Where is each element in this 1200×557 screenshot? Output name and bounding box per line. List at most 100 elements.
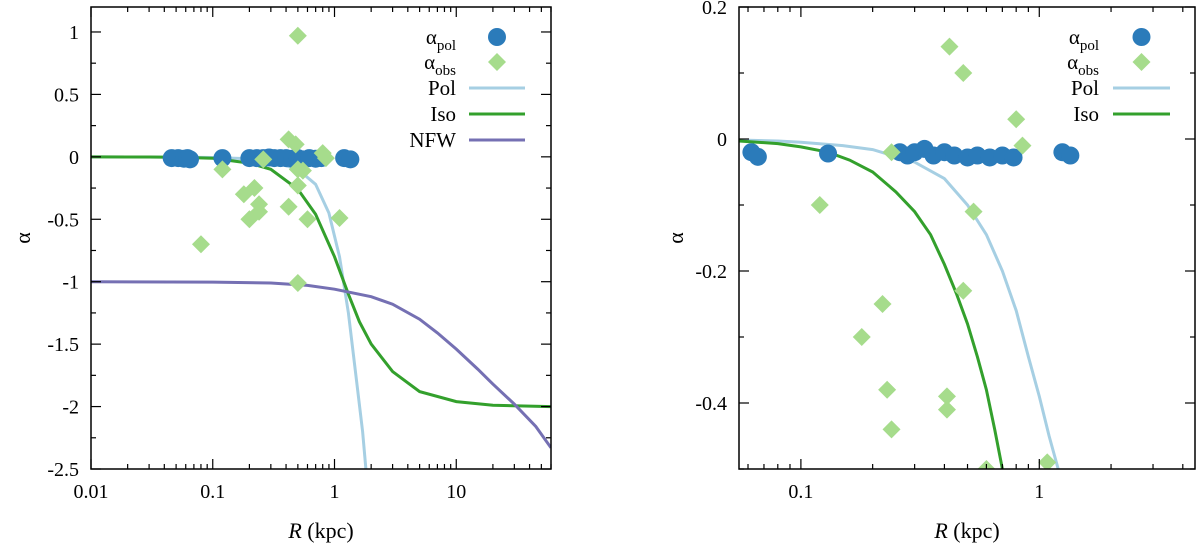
y-tick-label: 1 [69, 22, 79, 44]
legend-label-iso: Iso [1073, 102, 1099, 126]
legend-label-main: NFW [409, 128, 456, 152]
legend-label-main: α [424, 50, 435, 74]
data-point-obs [286, 135, 305, 154]
data-point-obs [1013, 136, 1032, 155]
data-point-pol [819, 144, 838, 163]
y-tick-label: -1.5 [47, 334, 79, 356]
data-point-obs [293, 161, 312, 180]
legend-label-sub: pol [437, 38, 456, 54]
legend-label-main: Iso [430, 102, 456, 126]
data-point-obs [213, 160, 232, 179]
left-panel: 0.01 0.1 1 10-2.5-2-1.5-1-0.500.51R (kpc)αα… [10, 6, 552, 543]
plot-frame [90, 6, 552, 470]
series-line-pol [91, 155, 368, 469]
plot-area [739, 37, 1080, 469]
legend-label-main: α [426, 25, 437, 49]
legend-label-obs: αobs [424, 50, 456, 79]
data-point-obs [940, 37, 959, 56]
x-axis-label-italic: R [287, 518, 302, 543]
legend-label-sub: obs [435, 63, 456, 79]
legend-label-pol: αpol [1069, 25, 1099, 54]
legend-label-main: α [1067, 50, 1078, 74]
y-tick-label: -1 [62, 272, 79, 294]
data-point-obs [1038, 453, 1057, 469]
data-point-pol [1004, 148, 1023, 167]
x-tick-label: 1 [1034, 481, 1044, 503]
x-axis-label: R (kpc) [933, 518, 999, 543]
legend-label-iso: Iso [430, 102, 456, 126]
y-tick-label: 0.5 [54, 84, 79, 106]
data-point-obs [191, 235, 210, 254]
legend-label-nfw: NFW [409, 128, 456, 152]
data-point-pol [945, 146, 964, 165]
x-axis-label-unit: (kpc) [948, 518, 1000, 543]
y-tick-label: -2.5 [47, 459, 79, 481]
data-point-obs [240, 210, 259, 229]
series-line-iso [91, 155, 551, 409]
legend-swatch-obs [488, 53, 506, 71]
y-tick-label: -0.2 [695, 261, 727, 283]
y-tick-label: 0 [69, 147, 79, 169]
series-line-nfw [91, 280, 551, 449]
legend-label-pol: Pol [428, 76, 456, 100]
data-point-obs [882, 420, 901, 439]
legend-swatch-pol [488, 28, 506, 46]
data-point-obs [954, 281, 973, 300]
data-point-obs [810, 196, 829, 214]
data-point-obs [954, 64, 973, 82]
data-point-obs [882, 143, 901, 162]
x-tick-label: 0.1 [200, 481, 225, 503]
y-tick-label: -0.5 [47, 209, 79, 231]
legend-label-sub: pol [1080, 38, 1099, 54]
series-line-iso [739, 139, 1004, 469]
legend-swatch-obs [1132, 53, 1151, 71]
legend-label-main: Pol [428, 76, 456, 100]
y-tick-label: 0 [717, 129, 727, 151]
legend-swatch-pol [1132, 28, 1151, 46]
legend-label-obs: αobs [1067, 50, 1099, 79]
data-point-obs [279, 197, 298, 216]
data-point-pol [341, 150, 360, 169]
data-point-obs [964, 202, 983, 221]
data-point-obs [234, 185, 253, 204]
data-point-obs [1007, 110, 1026, 129]
x-tick-label: 0.01 [74, 481, 109, 503]
legend-label-main: Iso [1073, 102, 1099, 126]
x-tick-label: 1 [330, 481, 340, 503]
data-point-obs [316, 149, 335, 168]
data-point-obs [937, 387, 956, 406]
data-point-obs [288, 176, 307, 195]
data-point-pol [748, 147, 767, 166]
data-point-obs [330, 209, 349, 228]
data-point-obs [873, 295, 892, 313]
data-point-pol [213, 149, 232, 168]
series-line-pol [739, 138, 1060, 469]
data-point-obs [937, 400, 956, 419]
x-tick-label: 0.1 [788, 481, 813, 503]
data-point-obs [288, 273, 307, 292]
data-point-obs [254, 150, 273, 169]
x-axis-label-unit: (kpc) [302, 518, 354, 543]
data-point-obs [288, 26, 307, 45]
x-tick-label: 10 [446, 481, 466, 503]
y-tick-label: -0.4 [695, 393, 727, 415]
y-tick-label: -2 [62, 397, 79, 419]
x-axis-label-italic: R [933, 518, 948, 543]
data-point-obs [878, 380, 897, 399]
data-point-pol [1061, 146, 1080, 165]
data-point-obs [298, 210, 317, 229]
legend-label-main: α [1069, 25, 1080, 49]
legend-label-pol: Pol [1071, 76, 1099, 100]
legend-label-sub: obs [1078, 63, 1099, 79]
data-point-obs [852, 328, 871, 346]
y-axis-label: α [10, 232, 35, 244]
x-axis-label: R (kpc) [287, 518, 353, 543]
y-tick-label: 0.2 [702, 0, 727, 19]
plot-area [91, 26, 551, 469]
legend-label-main: Pol [1071, 76, 1099, 100]
y-axis-label: α [663, 232, 688, 244]
